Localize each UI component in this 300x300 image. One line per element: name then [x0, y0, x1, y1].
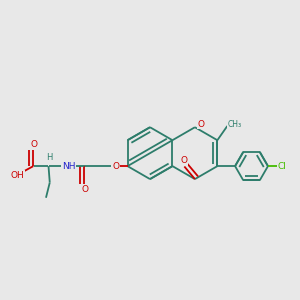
Text: CH₃: CH₃ [227, 120, 242, 129]
Text: Cl: Cl [278, 162, 286, 171]
Text: NH: NH [62, 162, 75, 171]
Text: O: O [30, 140, 37, 149]
Text: H: H [46, 153, 52, 162]
Text: O: O [81, 185, 88, 194]
Text: O: O [198, 120, 205, 129]
Text: O: O [181, 156, 188, 165]
Text: O: O [112, 162, 119, 171]
Text: OH: OH [11, 171, 24, 180]
